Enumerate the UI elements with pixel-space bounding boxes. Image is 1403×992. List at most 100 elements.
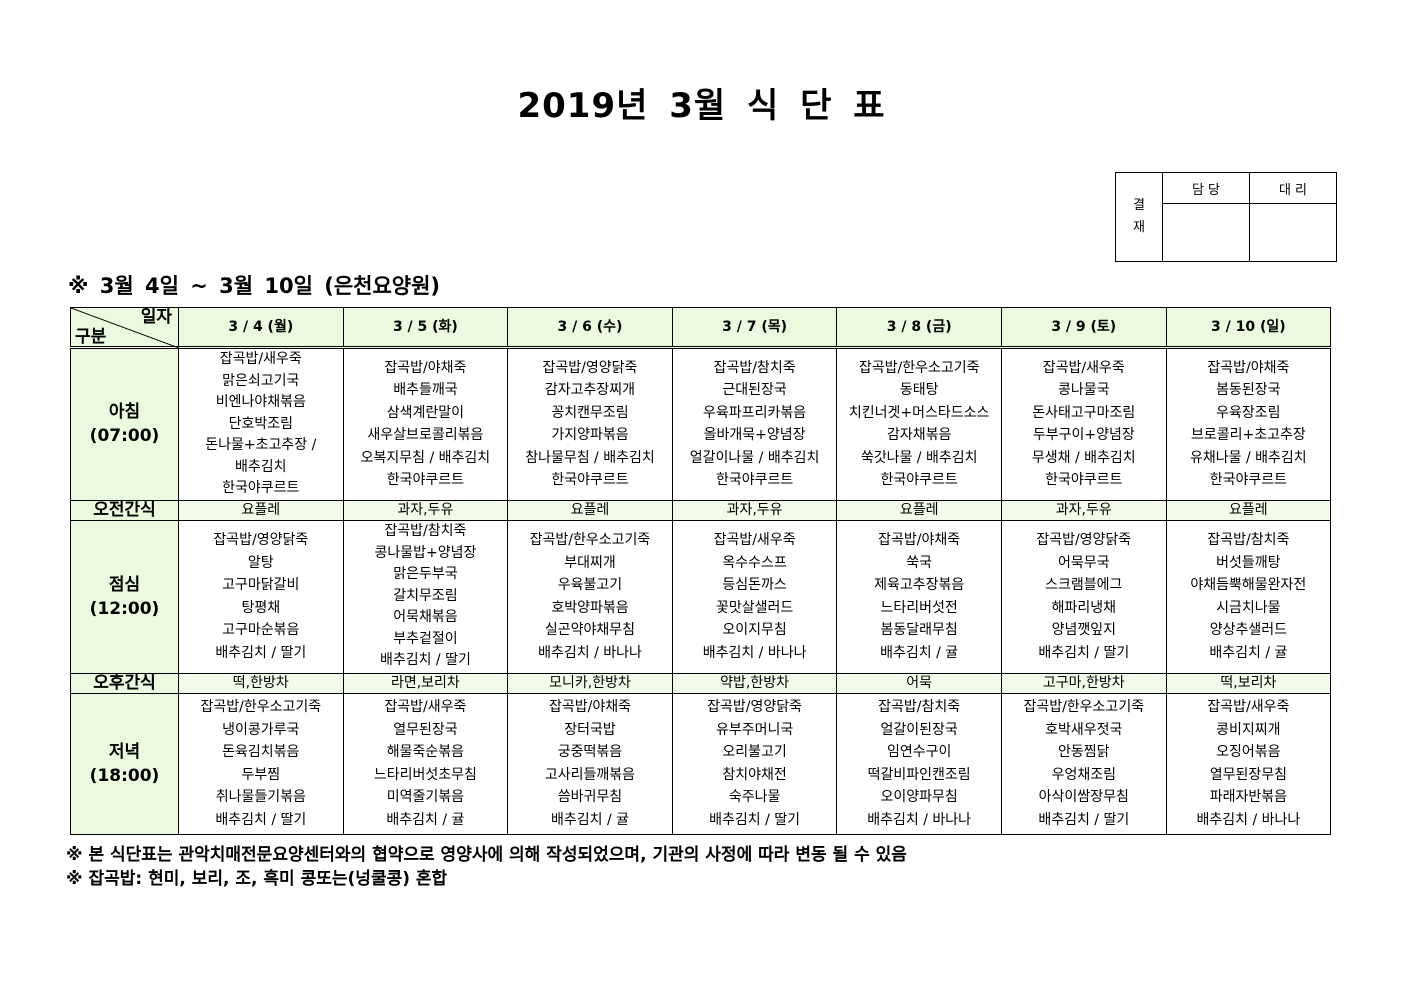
menu-item: 잡곡밥/새우죽	[713, 532, 796, 548]
meal-name: 점심	[108, 574, 141, 595]
menu-item: 스크램블에그	[1045, 577, 1123, 593]
menu-item: 고사리들깨볶음	[544, 766, 636, 783]
menu-cell: 잡곡밥/새우죽 맑은쇠고기국 비엔나야채볶음 단호박조림 돈나물+초고추장 / 배추김치 한…	[178, 347, 344, 501]
meal-label: 아침 (07:00)	[70, 347, 179, 501]
menu-item: 무생채 / 배추김치	[1031, 449, 1136, 466]
menu-item: 배추김치 / 바나나	[538, 644, 642, 661]
menu-item: 오징어볶음	[1216, 744, 1281, 760]
approval-col-deputy: 대 리	[1249, 172, 1337, 204]
menu-item: 양상추샐러드	[1209, 622, 1287, 638]
menu-item: 잡곡밥/야채죽	[548, 699, 631, 715]
meal-row: 아침 (07:00) 잡곡밥/새우죽 맑은쇠고기국 비엔나야채볶음 단호박조림 돈나물+초고…	[70, 347, 1332, 501]
approval-col-manager: 담 당	[1162, 172, 1250, 204]
menu-cell: 약밥,한방차	[671, 672, 838, 694]
table-header-row: 일자 구분 3 / 4 (월) 3 / 5 (화) 3 / 6 (수) 3 / 7 (목)…	[70, 307, 1332, 349]
menu-item: 배추김치 / 딸기	[215, 811, 307, 828]
menu-item: 잡곡밥/한우소고기죽	[200, 699, 322, 715]
menu-item: 궁중떡볶음	[557, 744, 623, 760]
menu-item: 부추겉절이	[393, 630, 458, 647]
meal-row: 점심 (12:00) 잡곡밥/영양닭죽 알탕 고구마닭갈비 탕평채 고구마순볶음 배추김치 /…	[70, 519, 1332, 674]
menu-item: 돈육김치볶음	[222, 744, 300, 760]
menu-item: 얼갈이나물 / 배추김치	[689, 449, 820, 466]
menu-cell: 과자,두유	[342, 499, 509, 521]
menu-item: 아삭이쌈장무침	[1038, 789, 1129, 805]
menu-item: 참치야채전	[722, 766, 787, 783]
menu-item: 미역줄기볶음	[386, 789, 465, 805]
menu-cell: 어묵	[836, 672, 1002, 694]
day-header: 3 / 10 (일)	[1165, 307, 1332, 349]
menu-item: 우육파프리카볶음	[703, 404, 807, 421]
approval-sign-deputy[interactable]	[1249, 203, 1337, 262]
menu-item: 콩나물국	[1058, 382, 1110, 399]
menu-item: 우육불고기	[557, 577, 623, 593]
menu-item: 잡곡밥/참치죽	[878, 699, 961, 715]
menu-item: 장터국밥	[564, 721, 616, 738]
menu-item: 야채듬뿍해물완자전	[1190, 577, 1307, 593]
day-header: 3 / 7 (목)	[671, 307, 838, 349]
meal-row: 저녁 (18:00) 잡곡밥/한우소고기죽 냉이콩가루국 돈육김치볶음 두부찜 취나물들기볶…	[70, 692, 1332, 835]
menu-item: 봄동된장국	[1216, 382, 1281, 399]
approval-sign-manager[interactable]	[1162, 203, 1250, 262]
menu-item: 떡갈비파인캔조림	[867, 766, 971, 783]
menu-cell: 잡곡밥/야채죽 쑥국 제육고추장볶음 느타리버섯전 봄동달래무침 배추김치 / 귤	[836, 519, 1002, 674]
menu-item: 느타리버섯전	[880, 599, 958, 616]
menu-item: 한국야쿠르트	[880, 472, 958, 489]
menu-cell: 모니카,한방차	[507, 672, 673, 694]
menu-cell: 잡곡밥/한우소고기죽 동태탕 치킨너겟+머스타드소스 감자채볶음 쑥갓나물 / 배추김치…	[836, 347, 1002, 501]
menu-item: 잡곡밥/야채죽	[1207, 359, 1290, 376]
menu-cell: 잡곡밥/영양닭죽 어묵무국 스크램블에그 해파리냉채 양념깻잎지 배추김치 / 딸기	[1000, 519, 1167, 674]
menu-item: 돈사태고구마조림	[1032, 404, 1136, 421]
menu-item: 호박새우젓국	[1045, 721, 1123, 738]
meal-label: 오후간식	[70, 672, 179, 694]
menu-item: 어묵무국	[1058, 554, 1110, 571]
menu-item: 쑥갓나물 / 배추김치	[860, 449, 978, 466]
menu-item: 시금치나물	[1216, 599, 1281, 616]
meal-time: (07:00)	[89, 426, 160, 447]
menu-item: 한국야쿠르트	[1209, 472, 1287, 489]
menu-item: 콩비지찌개	[1216, 721, 1281, 738]
menu-item: 가지양파볶음	[551, 427, 629, 444]
menu-item: 탕평채	[241, 599, 281, 616]
menu-item: 등심돈까스	[722, 577, 787, 593]
meal-name: 아침	[108, 402, 141, 423]
menu-item: 한국야쿠르트	[386, 472, 465, 489]
menu-item: 잡곡밥/한우소고기죽	[858, 359, 980, 376]
menu-cell: 요플레	[836, 499, 1002, 521]
menu-item: 버섯들깨탕	[1216, 554, 1281, 571]
menu-item: 배추김치 / 귤	[550, 811, 629, 828]
menu-item: 잡곡밥/한우소고기죽	[1023, 699, 1145, 715]
menu-cell: 과자,두유	[1000, 499, 1167, 521]
menu-item: 잡곡밥/영양닭죽	[542, 359, 638, 376]
menu-cell: 떡,보리차	[1165, 672, 1332, 694]
menu-item: 고구마순볶음	[222, 622, 300, 638]
menu-cell: 잡곡밥/한우소고기죽 부대찌개 우육불고기 호박양파볶음 실곤약야채무침 배추김치 / 바…	[507, 519, 673, 674]
menu-cell: 요플레	[507, 499, 673, 521]
menu-item: 옥수수스프	[722, 554, 787, 571]
menu-item: 우육장조림	[1216, 404, 1281, 421]
menu-item: 안동찜닭	[1058, 744, 1110, 760]
meal-time: (12:00)	[89, 598, 160, 619]
menu-item: 파래자반볶음	[1209, 789, 1287, 805]
menu-item: 배추김치	[235, 458, 287, 475]
menu-item: 얼갈이된장국	[880, 721, 958, 738]
menu-cell: 고구마,한방차	[1000, 672, 1167, 694]
menu-item: 배추김치 / 바나나	[1196, 811, 1301, 828]
menu-cell: 잡곡밥/한우소고기죽 냉이콩가루국 돈육김치볶음 두부찜 취나물들기볶음 배추김치 / 딸…	[178, 692, 344, 835]
menu-item: 꽃맛살샐러드	[715, 599, 794, 616]
menu-item: 배추김치 / 귤	[1209, 644, 1288, 661]
meal-label: 저녁 (18:00)	[70, 692, 179, 835]
menu-item: 봄동달래무침	[880, 622, 958, 638]
menu-item: 한국야쿠르트	[1045, 472, 1123, 489]
day-header: 3 / 9 (토)	[1000, 307, 1167, 349]
page-title: 2019년 3월 식 단 표	[517, 86, 886, 126]
menu-cell: 요플레	[178, 499, 344, 521]
menu-cell: 잡곡밥/새우죽 콩비지찌개 오징어볶음 열무된장무침 파래자반볶음 배추김치 / 바나나	[1165, 692, 1332, 835]
menu-item: 잡곡밥/야채죽	[878, 532, 961, 548]
menu-item: 배추김치 / 바나나	[867, 811, 972, 828]
menu-item: 열무된장국	[393, 721, 458, 738]
day-header: 3 / 5 (화)	[342, 307, 509, 349]
meal-label: 점심 (12:00)	[70, 519, 179, 674]
menu-item: 배추김치 / 딸기	[709, 811, 801, 828]
diagonal-divider	[71, 308, 179, 348]
approval-label: 결 재	[1115, 172, 1163, 262]
